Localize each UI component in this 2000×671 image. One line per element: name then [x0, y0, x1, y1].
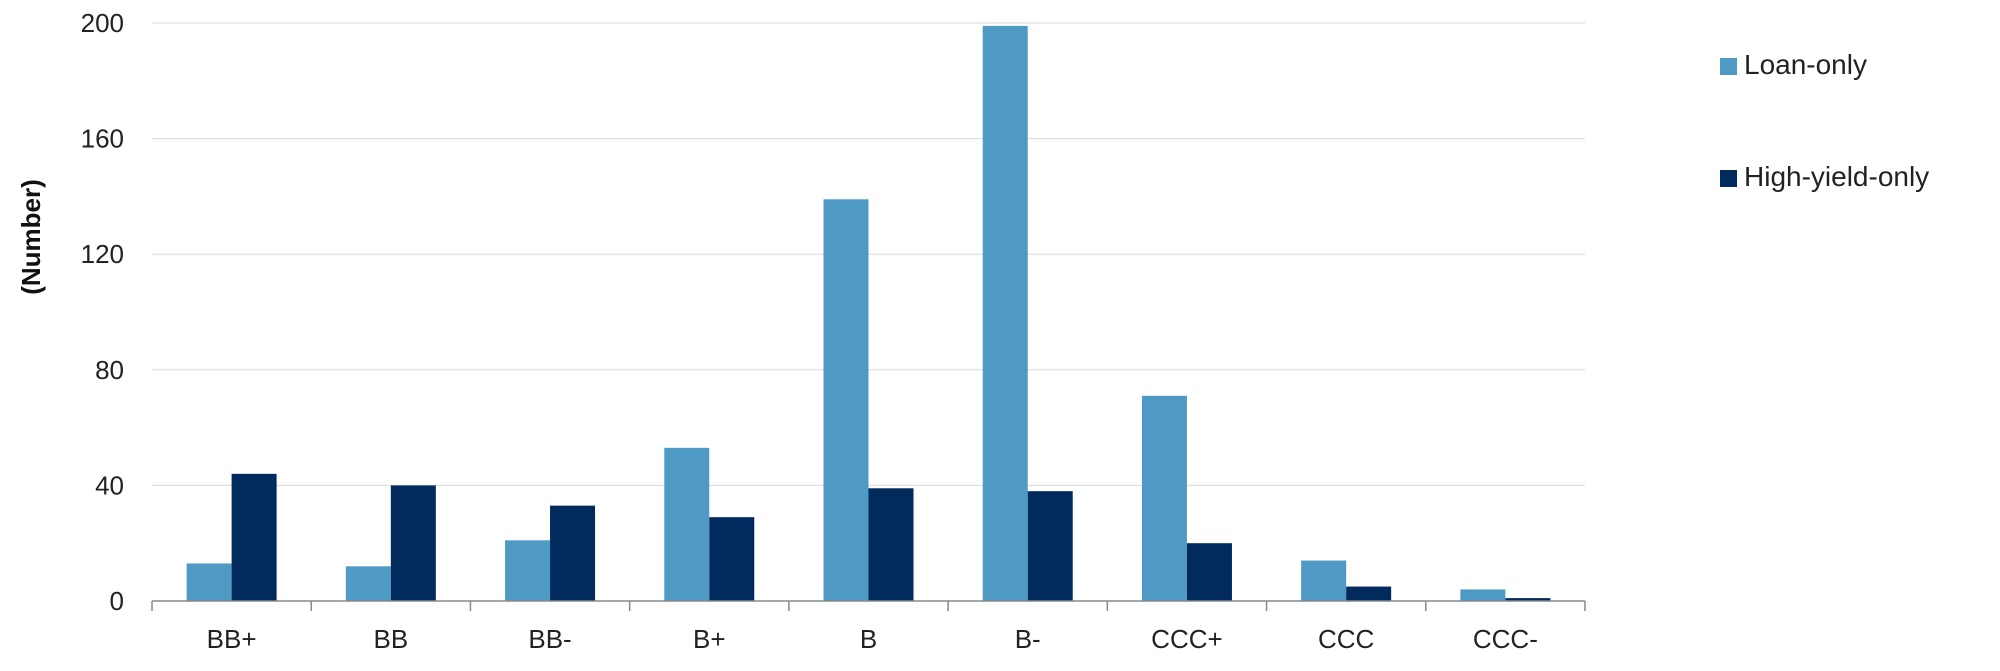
bar-loan-only	[505, 540, 551, 601]
bar-high-yield-only	[1346, 586, 1392, 601]
bar-high-yield-only	[1186, 543, 1232, 601]
y-tick-label: 40	[95, 470, 124, 500]
bar-high-yield-only	[231, 473, 277, 601]
bar-high-yield-only	[1027, 491, 1073, 601]
x-tick-labels: BB+ BB BB- B+ B B- CCC+ CCC CCC-	[207, 624, 1538, 654]
legend-label: Loan-only	[1744, 49, 1867, 80]
bar-loan-only	[345, 566, 391, 601]
bar-high-yield-only	[868, 488, 914, 601]
y-tick-label: 0	[110, 586, 124, 616]
bars	[186, 25, 1551, 602]
bar-loan-only	[1460, 589, 1506, 601]
bar-loan-only	[664, 447, 710, 601]
bar-loan-only	[186, 563, 232, 601]
bar-high-yield-only	[390, 485, 436, 601]
x-tick-label: CCC+	[1151, 624, 1223, 654]
x-tick-label: BB	[373, 624, 408, 654]
x-tick-label: B-	[1015, 624, 1041, 654]
x-tick-label: CCC	[1318, 624, 1374, 654]
y-tick-label: 160	[81, 124, 124, 154]
x-tick-label: CCC-	[1473, 624, 1538, 654]
bar-loan-only	[1301, 560, 1347, 601]
y-axis-label: (Number)	[16, 179, 46, 295]
x-tick-label: BB+	[207, 624, 257, 654]
bar-loan-only	[823, 199, 869, 602]
y-tick-label: 120	[81, 239, 124, 269]
bar-loan-only	[982, 25, 1028, 601]
bar-high-yield-only	[709, 517, 755, 601]
y-tick-label: 80	[95, 355, 124, 385]
y-tick-label: 200	[81, 8, 124, 38]
bar-high-yield-only	[1505, 598, 1551, 601]
legend-swatch	[1720, 58, 1737, 75]
legend: Loan-only High-yield-only	[1720, 49, 1929, 192]
bar-loan-only	[1141, 395, 1187, 601]
axes	[151, 600, 1586, 611]
legend-swatch	[1720, 170, 1737, 187]
x-tick-label: B	[860, 624, 877, 654]
legend-label: High-yield-only	[1744, 161, 1929, 192]
x-tick-label: BB-	[528, 624, 571, 654]
y-tick-labels: 0 40 80 120 160 200	[81, 8, 124, 616]
bar-high-yield-only	[550, 505, 596, 601]
x-tick-label: B+	[693, 624, 726, 654]
